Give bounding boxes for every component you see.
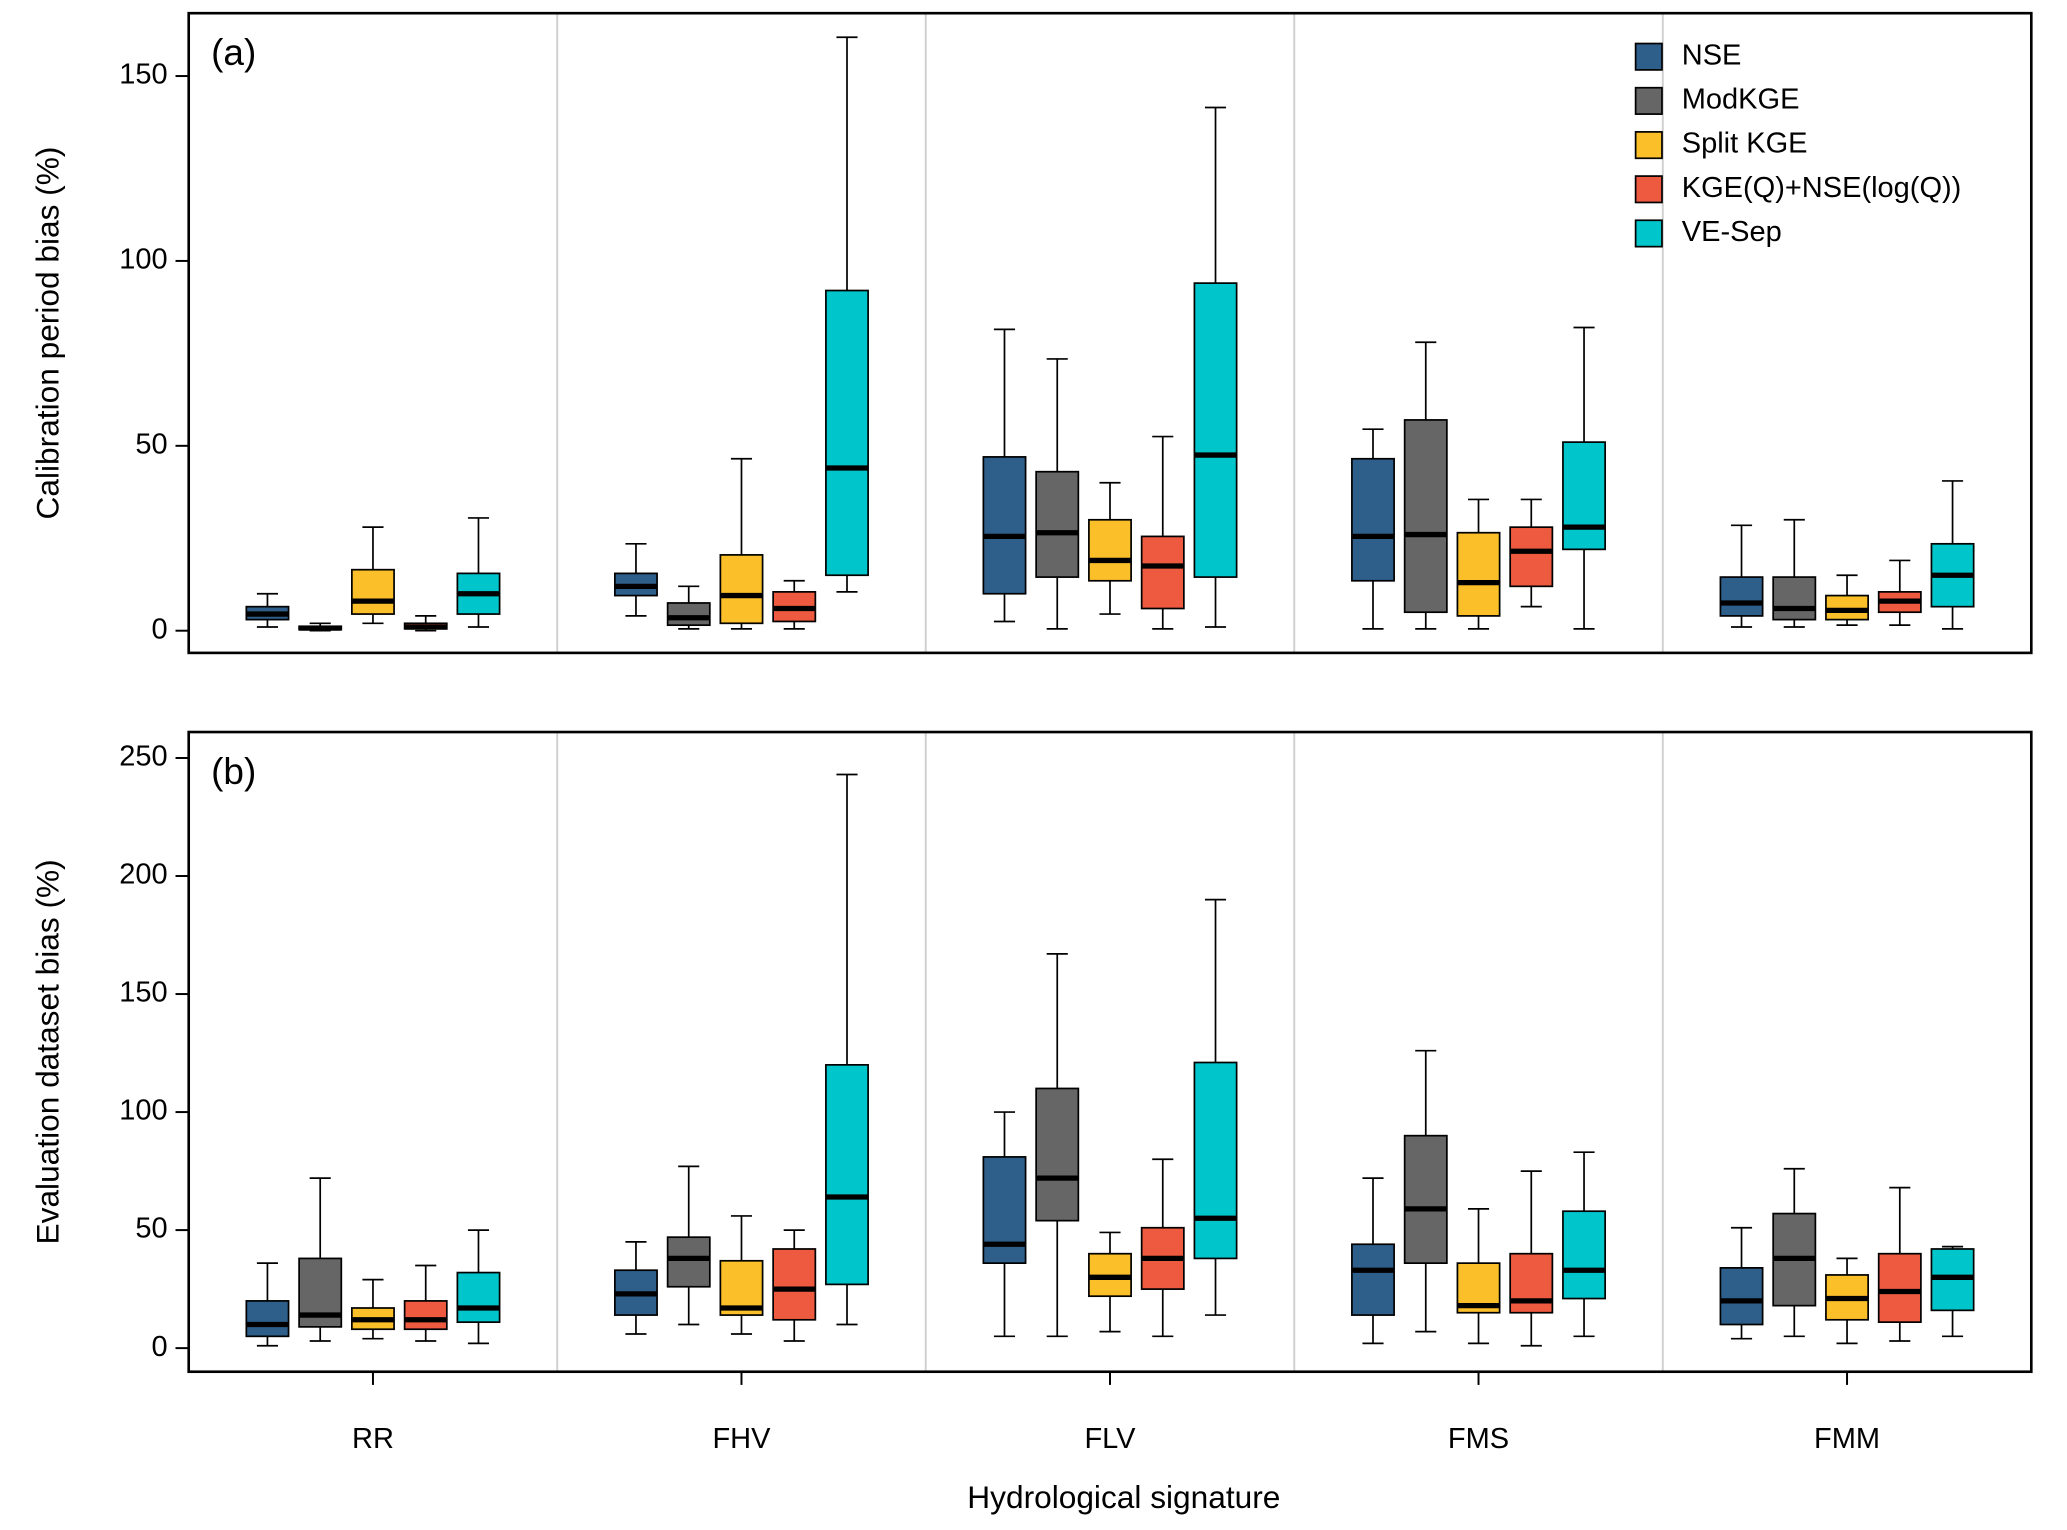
box	[1719, 1267, 1764, 1326]
box	[1351, 457, 1395, 582]
box	[825, 1064, 869, 1286]
box	[1035, 470, 1080, 578]
legend-swatch	[1634, 86, 1663, 115]
y-tick-label: 50	[135, 1213, 167, 1245]
legend-label: KGE(Q)+NSE(log(Q))	[1682, 172, 1962, 204]
box	[666, 1236, 711, 1288]
y-axis-title: Evaluation dataset bias (%)	[30, 859, 66, 1244]
box	[1193, 1061, 1238, 1260]
box	[1509, 1252, 1554, 1314]
box	[772, 1248, 817, 1321]
box	[1088, 518, 1132, 582]
y-tick-label: 200	[119, 859, 167, 891]
y-axis-title: Calibration period bias (%)	[30, 147, 66, 520]
legend-label: ModKGE	[1682, 84, 1800, 116]
box	[1562, 441, 1606, 551]
x-tick-label: RR	[352, 1423, 394, 1455]
box	[1035, 1087, 1080, 1222]
box	[982, 456, 1027, 595]
x-tick-label: FMM	[1814, 1423, 1880, 1455]
y-tick-label: 50	[135, 428, 167, 460]
x-axis-title: Hydrological signature	[967, 1479, 1280, 1515]
box	[1403, 1134, 1448, 1264]
box	[1351, 1243, 1395, 1316]
legend-swatch	[1634, 131, 1663, 160]
y-tick-label: 150	[119, 977, 167, 1009]
y-tick-label: 100	[119, 1095, 167, 1127]
legend-swatch	[1634, 219, 1663, 248]
box	[1562, 1210, 1606, 1300]
box	[1772, 576, 1817, 621]
box	[245, 1300, 290, 1338]
box	[403, 1300, 448, 1331]
box	[1403, 419, 1448, 614]
y-tick-label: 100	[119, 244, 167, 276]
plot-frame	[187, 11, 2033, 655]
legend-swatch	[1634, 42, 1663, 71]
box	[1825, 594, 1869, 621]
box	[1509, 526, 1554, 588]
x-tick-label: FHV	[712, 1423, 771, 1455]
legend-label: NSE	[1682, 39, 1742, 71]
box	[1193, 282, 1238, 578]
legend-label: Split KGE	[1682, 128, 1808, 160]
box	[456, 1271, 501, 1324]
x-tick-label: FLV	[1084, 1423, 1136, 1455]
x-tick-label: FMS	[1448, 1423, 1509, 1455]
box	[666, 602, 711, 627]
y-tick-label: 150	[119, 59, 167, 91]
box	[719, 554, 764, 625]
panel-label: (a)	[211, 32, 256, 73]
box	[825, 289, 869, 577]
y-tick-label: 0	[151, 613, 167, 645]
y-tick-label: 0	[151, 1331, 167, 1363]
panel-label: (b)	[211, 751, 256, 792]
box	[1719, 576, 1764, 617]
y-tick-label: 250	[119, 741, 167, 773]
legend-swatch	[1634, 175, 1663, 204]
box	[1877, 1252, 1922, 1324]
box	[1456, 531, 1501, 617]
box	[1140, 535, 1185, 610]
box	[982, 1156, 1027, 1264]
box	[351, 568, 395, 615]
legend-label: VE-Sep	[1682, 216, 1782, 248]
